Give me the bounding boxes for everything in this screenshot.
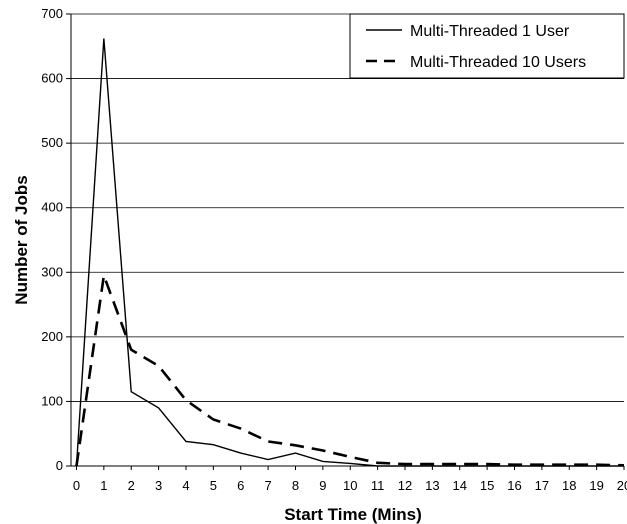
y-tick-label: 300 [41,264,63,279]
x-tick-label: 7 [264,478,271,493]
x-tick-label: 18 [562,478,576,493]
series-line-1 [75,38,624,467]
x-tick-label: 11 [371,478,385,493]
x-tick-label: 5 [210,478,217,493]
series-line-2 [75,275,625,467]
y-tick-label: 100 [41,393,63,408]
gridlines [71,13,624,467]
x-tick-label: 8 [292,478,299,493]
x-tick-label: 1 [100,478,107,493]
legend-box [349,13,625,79]
y-tick-label: 400 [41,200,63,215]
x-tick-label: 6 [237,478,244,493]
y-axis-title: Number of Jobs [12,175,31,304]
x-tick-label: 19 [589,478,603,493]
legend: Multi-Threaded 1 User Multi-Threaded 10 … [349,13,625,79]
y-tick-label: 500 [41,135,63,150]
x-tick-label: 10 [343,478,357,493]
y-tick-label: 700 [41,6,63,21]
x-tick-label: 0 [73,478,80,493]
series-lines [75,38,625,467]
x-tick-label: 12 [398,478,412,493]
x-tick-label: 20 [617,478,627,493]
x-tick-label: 2 [128,478,135,493]
x-tick-label: 3 [155,478,162,493]
x-tick-label: 16 [507,478,521,493]
x-tick-label: 14 [453,478,467,493]
legend-label-series-2: Multi-Threaded 10 Users [410,54,586,71]
x-tick-label: 4 [182,478,189,493]
x-tick-label: 13 [425,478,439,493]
legend-label-series-1: Multi-Threaded 1 User [410,23,570,40]
x-tick-label: 17 [535,478,549,493]
y-tick-label: 0 [56,458,63,473]
x-axis-title: Start Time (Mins) [284,505,422,524]
y-tick-label: 600 [41,71,63,86]
y-tick-label: 200 [41,329,63,344]
x-tick-label: 15 [480,478,494,493]
x-tick-label: 9 [319,478,326,493]
